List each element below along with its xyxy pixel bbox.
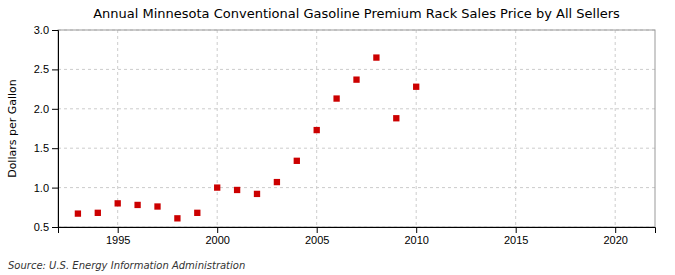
point — [95, 210, 101, 216]
point — [134, 202, 140, 208]
x-tick: 1995 — [106, 227, 130, 246]
y-tick-mark — [52, 30, 58, 31]
y-tick-mark — [52, 188, 58, 189]
plot-area: 1995 2000 2005 2010 2015 2020 0.5 1.0 1.5 2.0 2.5 3… — [34, 24, 656, 246]
x-tick-label: 2000 — [205, 234, 229, 246]
point — [353, 76, 359, 82]
point — [194, 210, 200, 216]
grid — [58, 30, 655, 227]
y-axis-title: Dollars per Gallon — [6, 79, 19, 178]
y-axis-line — [52, 31, 59, 228]
x-tick-label: 2005 — [305, 234, 329, 246]
y-tick-mark — [52, 109, 58, 110]
y-tick: 0.5 — [34, 221, 58, 233]
y-tick: 3.0 — [34, 24, 58, 36]
y-grid-line — [58, 69, 655, 70]
plot-frame — [58, 30, 655, 227]
y-tick: 2.5 — [34, 63, 58, 75]
y-axis: 0.5 1.0 1.5 2.0 2.5 3.0 — [34, 24, 59, 233]
point — [214, 184, 220, 190]
x-tick-mark — [516, 227, 517, 233]
x-tick: 2005 — [305, 227, 329, 246]
x-tick-label: 2010 — [404, 234, 428, 246]
point — [174, 215, 180, 221]
x-tick: 2015 — [504, 227, 528, 246]
point — [333, 95, 339, 101]
chart: 1995 2000 2005 2010 2015 2020 0.5 1.0 1.5 2.0 2.5 3… — [0, 0, 675, 275]
y-tick-label: 0.5 — [34, 221, 49, 233]
x-grid-line — [416, 30, 417, 227]
x-tick-mark — [615, 227, 616, 233]
x-axis: 1995 2000 2005 2010 2015 2020 — [59, 227, 656, 246]
x-tick-label: 2020 — [603, 234, 627, 246]
y-tick-label: 3.0 — [34, 24, 49, 36]
x-tick: 2020 — [603, 227, 627, 246]
y-tick-mark — [52, 148, 58, 149]
y-tick-label: 1.0 — [34, 182, 49, 194]
point — [393, 115, 399, 121]
y-tick: 1.5 — [34, 142, 58, 154]
y-tick-mark — [52, 227, 58, 228]
point — [274, 179, 280, 185]
x-tick-label: 2015 — [504, 234, 528, 246]
y-tick-label: 2.0 — [34, 103, 49, 115]
y-tick-label: 2.5 — [34, 63, 49, 75]
x-grid-line — [615, 30, 616, 227]
x-axis-line — [59, 228, 656, 234]
x-tick-mark — [118, 227, 119, 233]
y-tick: 1.0 — [34, 182, 58, 194]
point — [234, 187, 240, 193]
point — [154, 203, 160, 209]
x-tick: 2010 — [404, 227, 428, 246]
y-grid-line — [58, 187, 655, 188]
title: Annual Minnesota Conventional Gasoline P… — [93, 6, 620, 21]
x-tick-label: 1995 — [106, 234, 130, 246]
y-tick-label: 1.5 — [34, 142, 49, 154]
y-grid-line — [58, 148, 655, 149]
x-tick-mark — [317, 227, 318, 233]
y-tick-mark — [52, 69, 58, 70]
source-note: Source: U.S. Energy Information Administ… — [8, 260, 245, 271]
x-grid-line — [217, 30, 218, 227]
x-tick: 2000 — [205, 227, 229, 246]
point — [373, 54, 379, 60]
x-grid-line — [117, 30, 118, 227]
x-tick-mark — [217, 227, 218, 233]
y-grid-line — [58, 108, 655, 109]
point — [294, 158, 300, 164]
point — [314, 127, 320, 133]
point — [115, 200, 121, 206]
x-grid-line — [515, 30, 516, 227]
points — [75, 54, 420, 221]
x-tick-mark — [416, 227, 417, 233]
point — [254, 191, 260, 197]
point — [75, 210, 81, 216]
point — [413, 84, 419, 90]
y-tick: 2.0 — [34, 103, 58, 115]
